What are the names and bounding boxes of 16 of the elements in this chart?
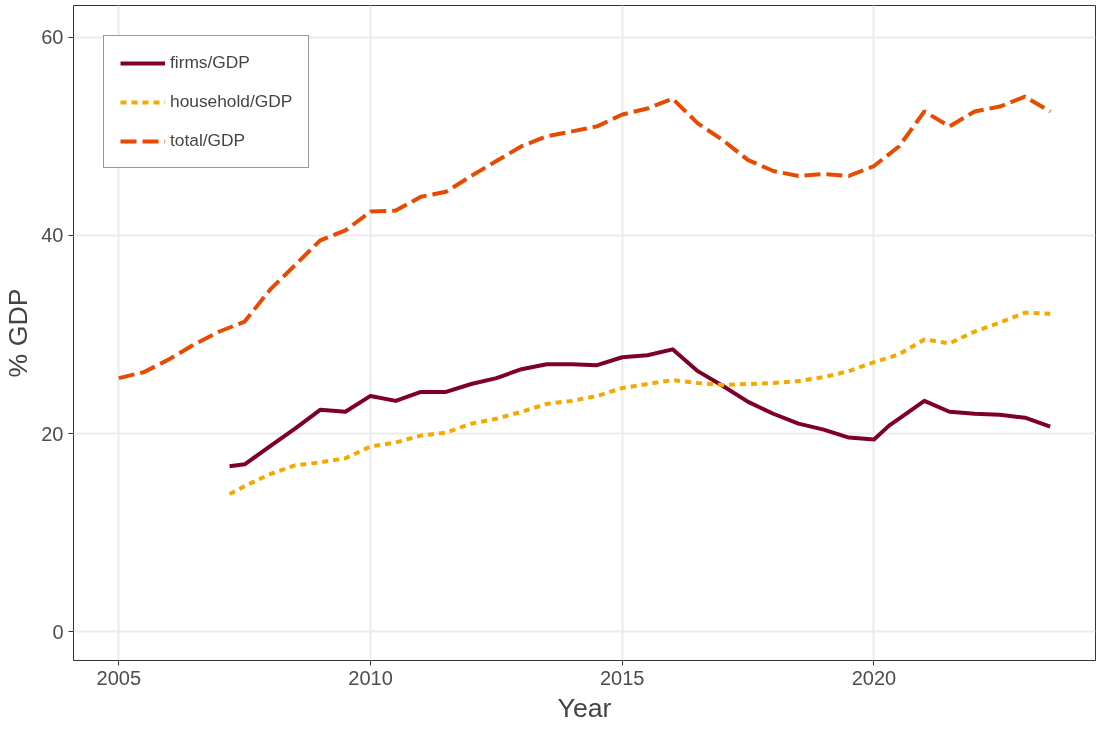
x-tick-label: 2005 (96, 666, 142, 689)
y-tick-label: 60 (41, 26, 64, 49)
line-series (116, 94, 1053, 381)
y-tick-label: 0 (52, 620, 64, 643)
x-tick-label: 2010 (348, 666, 393, 689)
y-axis-title: % GDP (3, 288, 34, 378)
x-tick-label: 2015 (600, 666, 645, 689)
legend-label: total/GDP (170, 130, 246, 151)
x-tick-label: 2020 (851, 666, 897, 689)
y-tick-label: 40 (41, 224, 64, 247)
line-series (227, 347, 1053, 469)
line-series (227, 310, 1053, 497)
x-axis-title: Year (557, 692, 612, 723)
legend-label: firms/GDP (170, 52, 250, 73)
y-tick-label: 20 (41, 422, 64, 445)
legend-label: household/GDP (170, 91, 293, 112)
